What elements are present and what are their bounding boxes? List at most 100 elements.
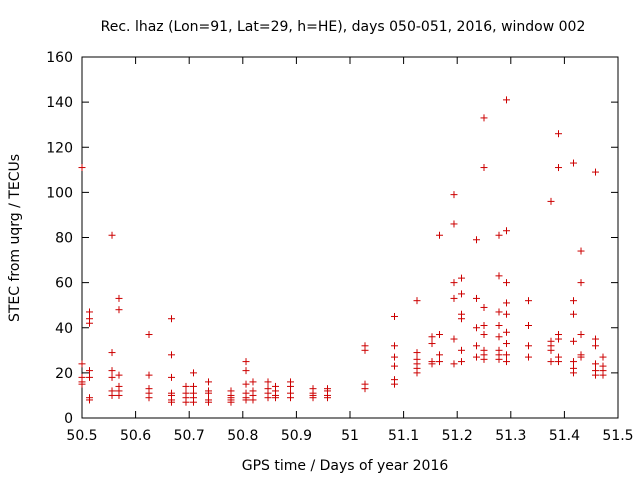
data-point [168, 351, 176, 359]
data-point [570, 297, 578, 305]
data-point [436, 331, 444, 339]
data-point [503, 340, 511, 348]
data-point [309, 394, 317, 402]
x-tick-label: 51.1 [388, 428, 419, 444]
data-point [591, 342, 599, 350]
data-point [495, 355, 503, 363]
data-point [436, 231, 444, 239]
data-point [115, 306, 123, 314]
data-point [570, 159, 578, 167]
data-point [204, 378, 212, 386]
data-point [591, 371, 599, 379]
data-point [204, 398, 212, 406]
data-point [108, 349, 116, 357]
data-point [495, 308, 503, 316]
x-tick-label: 50.7 [174, 428, 205, 444]
data-point [480, 303, 488, 311]
data-point [524, 321, 532, 329]
data-point [86, 396, 94, 404]
data-point [577, 247, 585, 255]
data-point [495, 272, 503, 280]
data-point [547, 197, 555, 205]
data-point [450, 335, 458, 343]
data-point [577, 331, 585, 339]
data-point [480, 321, 488, 329]
data-point [242, 358, 250, 366]
data-point [457, 315, 465, 323]
data-point [242, 380, 250, 388]
data-point [189, 398, 197, 406]
y-tick-label: 60 [55, 276, 73, 292]
data-point [495, 321, 503, 329]
data-point [115, 294, 123, 302]
data-point [390, 353, 398, 361]
data-point [287, 382, 295, 390]
data-point [503, 279, 511, 287]
data-point [168, 315, 176, 323]
data-point [86, 367, 94, 375]
data-point [390, 362, 398, 370]
data-point [599, 353, 607, 361]
data-point [428, 333, 436, 341]
data-point [249, 378, 257, 386]
data-point [599, 371, 607, 379]
data-point [480, 331, 488, 339]
data-point [591, 360, 599, 368]
data-point [264, 378, 272, 386]
y-tick-label: 80 [55, 231, 73, 247]
chart-title: Rec. lhaz (Lon=91, Lat=29, h=HE), days 0… [101, 19, 586, 35]
y-axis: 0 20 40 60 80 100 120 140 160 [46, 50, 618, 427]
data-point [570, 310, 578, 318]
data-point [361, 385, 369, 393]
data-point [413, 297, 421, 305]
data-point [361, 346, 369, 354]
y-tick-label: 100 [46, 185, 73, 201]
data-point [450, 220, 458, 228]
data-point [555, 130, 563, 138]
data-point [495, 333, 503, 341]
data-point [227, 398, 235, 406]
data-point [547, 346, 555, 354]
data-point [78, 360, 86, 368]
data-point [503, 358, 511, 366]
x-tick-label: 50.9 [281, 428, 312, 444]
data-point [182, 398, 190, 406]
data-point [524, 342, 532, 350]
data-point [323, 394, 331, 402]
data-point [182, 382, 190, 390]
data-point [242, 396, 250, 404]
data-point [480, 164, 488, 172]
x-tick-label: 51.5 [602, 428, 633, 444]
data-point [480, 355, 488, 363]
y-tick-label: 20 [55, 366, 73, 382]
data-point [450, 360, 458, 368]
x-axis-label: GPS time / Days of year 2016 [242, 458, 449, 474]
data-point [570, 337, 578, 345]
y-axis-label: STEC from uqrg / TECUs [7, 154, 23, 322]
data-point [555, 358, 563, 366]
data-point [108, 391, 116, 399]
x-tick-label: 50.8 [227, 428, 258, 444]
data-point [577, 353, 585, 361]
data-points [78, 96, 607, 406]
x-tick-label: 51.3 [495, 428, 526, 444]
data-point [472, 342, 480, 350]
data-point [204, 389, 212, 397]
data-point [547, 358, 555, 366]
data-point [570, 358, 578, 366]
data-point [145, 331, 153, 339]
data-point [108, 231, 116, 239]
data-point [78, 380, 86, 388]
data-point [457, 274, 465, 282]
data-point [413, 349, 421, 357]
data-point [242, 367, 250, 375]
data-point [457, 290, 465, 298]
data-point [570, 369, 578, 377]
data-point [450, 191, 458, 199]
data-point [264, 394, 272, 402]
data-point [503, 310, 511, 318]
y-tick-label: 160 [46, 50, 73, 66]
data-point [524, 353, 532, 361]
data-point [249, 396, 257, 404]
data-point [78, 164, 86, 172]
